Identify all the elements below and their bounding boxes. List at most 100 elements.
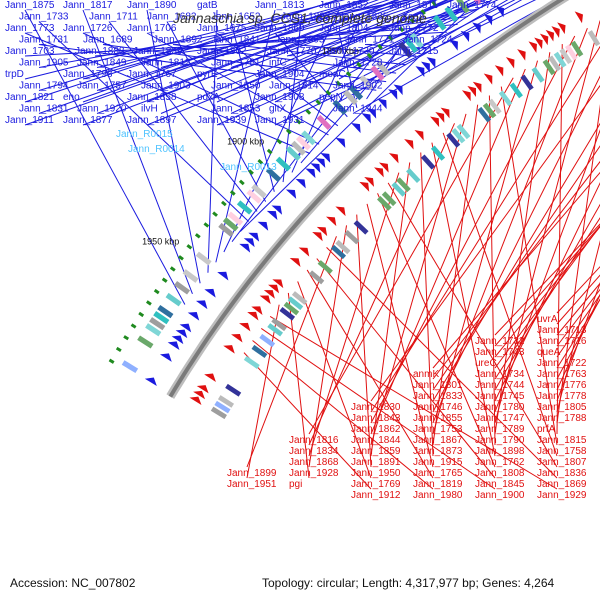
reverse-connector: [488, 95, 496, 446]
forward-gene-label: eno: [63, 92, 80, 103]
reverse-gene-arrow: [374, 167, 384, 178]
forward-gene-arrow: [195, 300, 208, 310]
reverse-gene-arrow: [359, 181, 370, 192]
reverse-gene-arrow: [289, 258, 301, 268]
reverse-connector: [494, 129, 600, 413]
forward-connector: [146, 0, 390, 80]
forward-gene-label: Jann_1860: [255, 23, 305, 34]
reverse-connector: [432, 104, 479, 446]
reverse-gene-arrow: [231, 333, 243, 343]
reverse-gene-label: Jann_1900: [475, 490, 525, 501]
forward-gene-arrow: [415, 66, 425, 77]
cog-block: [287, 296, 304, 311]
forward-gene-label: Jann_1858: [127, 92, 177, 103]
cog-block: [308, 270, 325, 285]
reverse-connector: [308, 123, 455, 446]
reverse-gene-label: anmK: [413, 369, 439, 380]
forward-connector: [96, 0, 398, 114]
scale-tick: [178, 255, 184, 261]
reverse-gene-label: Jann_1788: [537, 413, 587, 424]
forward-gene-label: Jann_1903: [141, 81, 191, 92]
forward-gene-label: Jann_1812: [141, 58, 191, 69]
scale-tick: [248, 169, 254, 175]
forward-gene-label: Jann_1905: [19, 58, 69, 69]
reverse-gene-label: Jann_1746: [413, 402, 463, 413]
reverse-gene-arrow: [193, 390, 206, 400]
forward-gene-arrow: [350, 122, 361, 134]
cog-block: [267, 323, 284, 337]
forward-gene-label: Jann_1939: [197, 115, 247, 126]
reverse-gene-arrow: [259, 295, 271, 305]
reverse-gene-label: Jann_1743: [475, 347, 525, 358]
forward-gene-label: Jann_1849: [77, 58, 127, 69]
cog-block: [335, 239, 351, 255]
reverse-gene-label: Jann_1915: [413, 457, 463, 468]
genome-summary-text: Topology: circular; Length: 4,317,977 bp…: [262, 576, 555, 590]
forward-gene-label: Jann_1853: [211, 104, 261, 115]
reverse-connector: [316, 258, 496, 479]
forward-gene-arrow: [495, 5, 505, 18]
feature-tracks: [121, 0, 600, 420]
reverse-gene-arrow: [534, 37, 543, 50]
forward-gene-arrow: [144, 377, 157, 386]
reverse-gene-arrow: [551, 26, 560, 38]
reverse-gene-arrow: [435, 112, 445, 123]
forward-gene-label: Jann_1875: [5, 0, 55, 11]
forward-gene-arrow: [271, 205, 283, 215]
reverse-gene-label: Jann_1745: [475, 391, 525, 402]
cog-block: [420, 154, 436, 170]
reverse-gene-label: Jann_1758: [537, 446, 587, 457]
forward-gene-arrow: [393, 84, 403, 96]
cog-block: [225, 383, 242, 397]
forward-gene-label: Jann_1774: [447, 0, 497, 11]
reverse-gene-arrow: [467, 86, 477, 98]
reverse-gene-arrow: [251, 306, 263, 315]
cog-block: [271, 317, 287, 332]
reverse-gene-label: pgi: [289, 479, 302, 490]
reverse-gene-label: Jann_1951: [227, 479, 277, 490]
cog-block: [377, 196, 392, 211]
reverse-gene-label: Jann_1744: [475, 380, 525, 391]
cog-block: [409, 32, 424, 49]
cog-block: [243, 355, 260, 369]
forward-gene-label: Jann_1781: [211, 58, 261, 69]
forward-gene-label: Jann_1813: [255, 0, 305, 11]
forward-connector: [207, 9, 218, 273]
reverse-connector: [356, 214, 372, 468]
scale-ticks: 1600 kbp1650 kbp1700 kbp1750 kbp1800 kbp…: [108, 0, 437, 364]
cog-block: [520, 74, 534, 91]
reverse-gene-arrow: [263, 290, 275, 299]
reverse-connector: [432, 145, 600, 391]
forward-connector: [216, 0, 448, 103]
cog-block: [531, 66, 545, 83]
cog-block: [482, 102, 497, 119]
cog-block: [251, 183, 267, 199]
cog-block: [317, 260, 333, 275]
reverse-connector: [370, 162, 411, 457]
reverse-gene-label: Jann_1816: [289, 435, 339, 446]
scale-tick: [276, 138, 283, 145]
reverse-gene-label: Jann_1928: [289, 468, 339, 479]
cog-block: [473, 0, 482, 5]
forward-gene-label: Jann_1794: [19, 81, 69, 92]
forward-gene-label: Jann_1711: [89, 12, 138, 23]
cog-block: [174, 280, 191, 295]
forward-gene-label: infC: [269, 58, 287, 69]
reverse-gene-arrow: [574, 11, 583, 24]
reverse-connector: [556, 298, 600, 380]
reverse-gene-arrow: [268, 284, 280, 294]
reverse-gene-arrow: [378, 162, 389, 173]
forward-connector: [216, 32, 339, 127]
backbone-arc: [166, 0, 570, 399]
forward-gene-label: Jann_1724: [403, 35, 453, 46]
forward-gene-label: Jann_1897: [127, 115, 177, 126]
cog-block: [227, 211, 244, 226]
reverse-gene-label: Jann_1789: [475, 424, 525, 435]
reverse-gene-arrow: [414, 129, 424, 141]
accession-text: Accession: NC_007802: [10, 576, 136, 590]
cog-block: [398, 41, 413, 58]
cog-block: [121, 360, 139, 374]
reverse-connector: [370, 35, 576, 424]
reverse-gene-label: Jann_1765: [413, 468, 463, 479]
forward-gene-label: Jann_1902: [333, 81, 383, 92]
